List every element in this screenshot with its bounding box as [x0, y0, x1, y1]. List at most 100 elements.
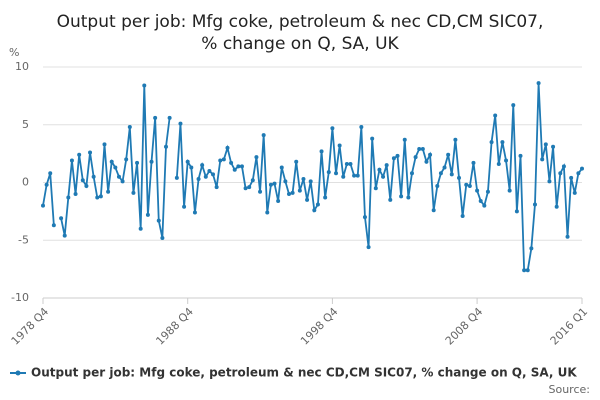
data-point: [48, 171, 53, 176]
data-point: [297, 188, 302, 193]
data-point: [337, 143, 342, 148]
data-point: [540, 157, 545, 162]
data-point: [514, 209, 519, 214]
data-point: [250, 178, 255, 183]
data-point: [359, 125, 364, 130]
data-point: [116, 174, 121, 179]
y-tick-label: -5: [18, 233, 29, 246]
data-point: [420, 147, 425, 152]
data-point: [457, 175, 462, 180]
data-point: [301, 177, 306, 182]
data-point: [163, 144, 168, 149]
data-point: [98, 194, 103, 199]
data-point: [138, 226, 143, 231]
data-point: [254, 155, 259, 160]
data-point: [59, 216, 64, 221]
data-point: [572, 190, 577, 195]
data-point: [142, 83, 147, 88]
data-point: [348, 162, 353, 167]
data-point: [258, 189, 263, 194]
data-point: [290, 190, 295, 195]
data-point: [44, 182, 49, 187]
data-point: [131, 190, 136, 195]
data-point: [355, 173, 360, 178]
data-point: [182, 204, 187, 209]
data-point: [66, 195, 71, 200]
data-point: [185, 159, 190, 164]
data-point: [511, 103, 516, 108]
data-point: [167, 115, 172, 120]
data-point: [525, 268, 530, 273]
data-point: [341, 174, 346, 179]
data-point: [565, 234, 570, 239]
data-point: [160, 235, 165, 240]
source-label: Source:: [549, 383, 591, 396]
data-point: [174, 175, 179, 180]
data-point: [388, 197, 393, 202]
data-point: [189, 165, 194, 170]
data-point: [178, 121, 183, 126]
data-point: [377, 167, 382, 172]
data-point: [395, 153, 400, 158]
data-point: [478, 198, 483, 203]
data-point: [576, 171, 581, 176]
data-point: [232, 167, 237, 172]
x-tick-label: 1988 Q4: [153, 305, 196, 348]
data-point: [312, 208, 317, 213]
data-point: [580, 166, 584, 171]
data-point: [261, 133, 266, 138]
data-point: [88, 150, 93, 155]
y-tick-label: 10: [15, 60, 29, 73]
data-point: [475, 188, 480, 193]
data-point: [127, 125, 132, 130]
chart-title: % change on Q, SA, UK: [201, 34, 399, 54]
data-point: [221, 157, 226, 162]
y-tick-label: 5: [22, 118, 29, 131]
legend-marker: [15, 370, 21, 376]
data-point: [192, 210, 197, 215]
data-point: [276, 198, 281, 203]
x-tick-label: 2008 Q4: [443, 305, 486, 348]
data-point: [95, 195, 100, 200]
data-point: [229, 160, 234, 165]
data-point: [366, 245, 371, 250]
chart-title: Output per job: Mfg coke, petroleum & ne…: [57, 12, 544, 32]
data-point: [522, 268, 527, 273]
data-point: [551, 144, 556, 149]
data-point: [305, 197, 310, 202]
data-point: [294, 159, 299, 164]
data-point: [406, 195, 411, 200]
x-tick-label: 2016 Q1: [548, 305, 591, 348]
data-point: [268, 182, 273, 187]
data-point: [344, 162, 349, 167]
data-point: [225, 145, 230, 150]
data-point: [453, 137, 458, 142]
data-point: [315, 202, 320, 207]
data-point: [77, 152, 82, 157]
data-point: [243, 186, 248, 191]
data-point: [120, 179, 125, 184]
data-point: [381, 174, 386, 179]
data-point: [211, 172, 216, 177]
x-tick-label: 1978 Q4: [9, 305, 52, 348]
data-point: [500, 140, 505, 145]
data-point: [399, 194, 404, 199]
data-point: [496, 162, 501, 167]
data-point: [413, 155, 418, 160]
data-point: [326, 170, 331, 175]
data-point: [203, 174, 208, 179]
data-line: [42, 83, 583, 272]
data-point: [102, 142, 107, 147]
data-point: [460, 213, 465, 218]
data-point: [149, 159, 154, 164]
data-point: [543, 142, 548, 147]
data-point: [373, 186, 378, 191]
data-point: [236, 164, 241, 169]
data-point: [529, 246, 534, 251]
x-tick-label: 1998 Q4: [298, 305, 341, 348]
data-point: [467, 183, 472, 188]
data-point: [279, 165, 284, 170]
data-point: [106, 189, 111, 194]
data-point: [334, 171, 339, 176]
